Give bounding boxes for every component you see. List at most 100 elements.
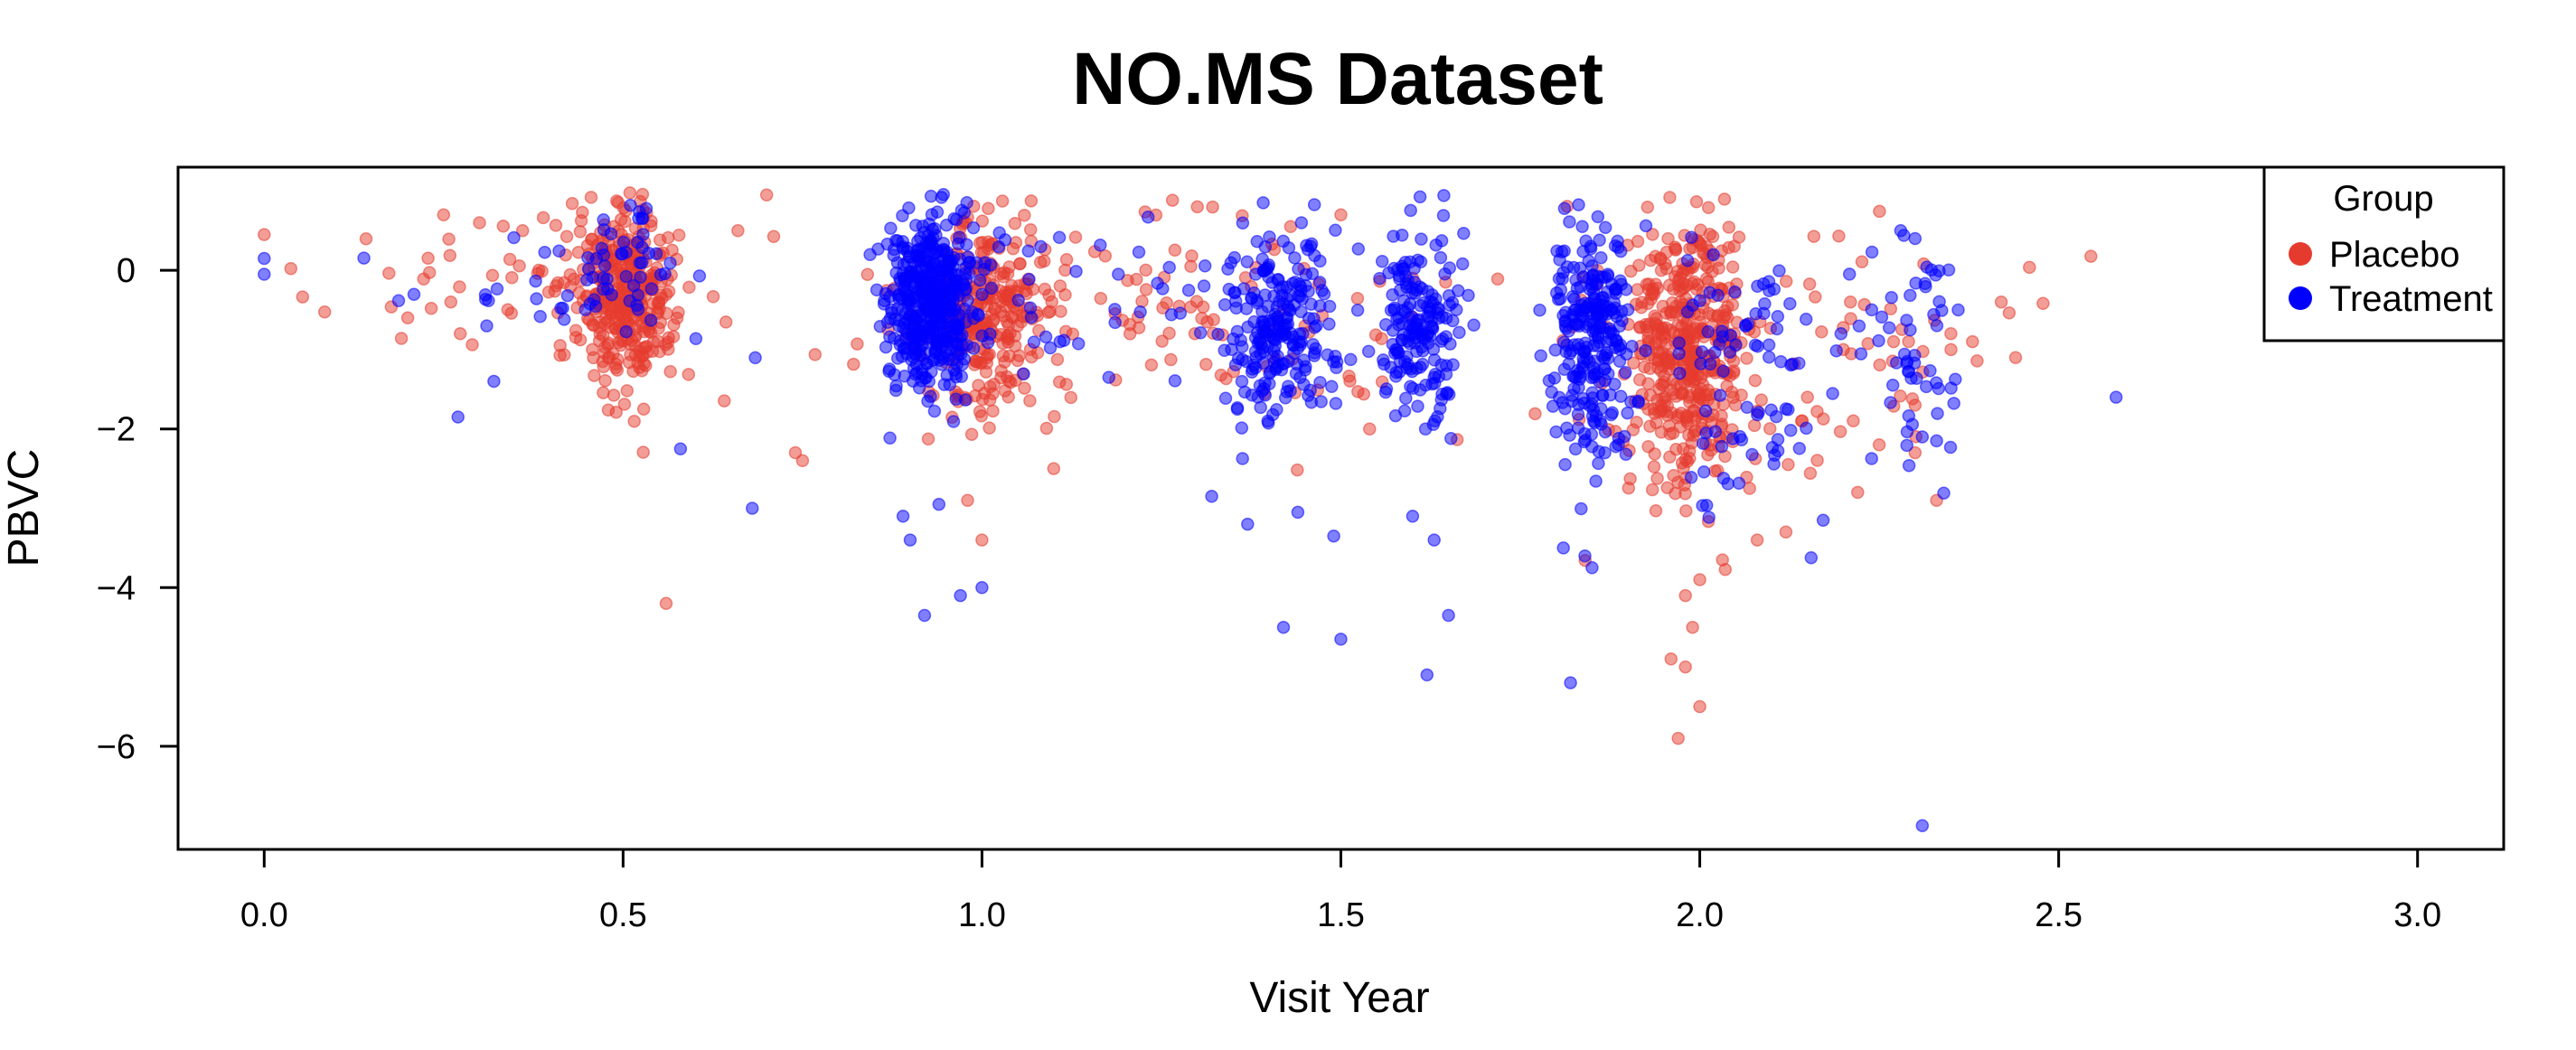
treatment-point bbox=[1406, 286, 1419, 300]
treatment-point bbox=[1398, 256, 1412, 269]
placebo-point bbox=[1701, 201, 1716, 214]
treatment-point bbox=[1173, 306, 1188, 320]
placebo-point bbox=[1045, 295, 1058, 309]
treatment-point bbox=[1931, 407, 1944, 420]
placebo-point bbox=[512, 259, 526, 273]
treatment-point bbox=[1022, 272, 1036, 286]
placebo-point bbox=[1132, 321, 1146, 334]
placebo-point bbox=[998, 384, 1012, 398]
treatment-point bbox=[890, 352, 905, 365]
treatment-point bbox=[1872, 333, 1885, 348]
treatment-point bbox=[966, 342, 981, 355]
placebo-point bbox=[1121, 274, 1134, 287]
treatment-point bbox=[1021, 244, 1036, 258]
treatment-point bbox=[1375, 254, 1389, 268]
treatment-point bbox=[1245, 291, 1259, 305]
placebo-point bbox=[1908, 445, 1923, 460]
treatment-point bbox=[1792, 356, 1806, 370]
treatment-point bbox=[1558, 457, 1572, 472]
treatment-point bbox=[1302, 285, 1315, 298]
treatment-point bbox=[658, 267, 672, 281]
placebo-point bbox=[1633, 320, 1647, 334]
placebo-point bbox=[1011, 353, 1025, 368]
placebo-point bbox=[1694, 370, 1708, 385]
placebo-point bbox=[614, 338, 628, 352]
treatment-point bbox=[1344, 352, 1358, 367]
treatment-point bbox=[1612, 339, 1625, 353]
placebo-point bbox=[1054, 305, 1067, 318]
placebo-point bbox=[1725, 260, 1740, 274]
treatment-point bbox=[1701, 324, 1715, 339]
treatment-point bbox=[1900, 438, 1913, 453]
treatment-point bbox=[1556, 541, 1570, 555]
treatment-point bbox=[1552, 272, 1566, 286]
placebo-point bbox=[394, 332, 409, 345]
treatment-point bbox=[1621, 303, 1635, 316]
treatment-point bbox=[1924, 263, 1939, 277]
treatment-point bbox=[1609, 439, 1622, 454]
treatment-point bbox=[1697, 465, 1711, 479]
treatment-point bbox=[1715, 439, 1729, 454]
placebo-point bbox=[588, 369, 601, 382]
treatment-point bbox=[1904, 288, 1917, 303]
placebo-point bbox=[1641, 377, 1655, 390]
treatment-point bbox=[1467, 318, 1481, 332]
treatment-point bbox=[1414, 255, 1428, 268]
placebo-point bbox=[1703, 227, 1717, 241]
treatment-point bbox=[1291, 505, 1305, 520]
chart-title: NO.MS Dataset bbox=[1072, 38, 1603, 120]
treatment-point bbox=[1437, 189, 1451, 202]
placebo-point bbox=[851, 337, 864, 351]
treatment-point bbox=[1594, 250, 1608, 265]
treatment-point bbox=[1313, 376, 1327, 389]
treatment-point bbox=[936, 258, 951, 272]
treatment-point bbox=[888, 383, 903, 398]
treatment-point bbox=[1236, 352, 1249, 367]
treatment-point bbox=[1399, 391, 1413, 406]
treatment-point bbox=[533, 309, 547, 323]
treatment-point bbox=[1800, 421, 1813, 436]
placebo-point bbox=[1754, 393, 1768, 407]
treatment-point bbox=[490, 282, 504, 296]
placebo-point bbox=[296, 290, 310, 304]
treatment-point bbox=[1745, 447, 1759, 462]
treatment-point bbox=[1321, 348, 1334, 362]
treatment-point bbox=[1752, 406, 1765, 419]
treatment-point bbox=[959, 315, 973, 329]
placebo-point bbox=[1013, 257, 1027, 271]
treatment-point bbox=[1256, 324, 1271, 338]
treatment-point bbox=[595, 241, 609, 256]
placebo-point bbox=[1701, 275, 1716, 289]
placebo-point bbox=[995, 194, 1010, 208]
x-axis-label: Visit Year bbox=[1249, 974, 1429, 1022]
treatment-point bbox=[1588, 416, 1602, 430]
treatment-point bbox=[935, 191, 948, 204]
treatment-point bbox=[1592, 331, 1605, 345]
treatment-point bbox=[932, 497, 946, 511]
placebo-point bbox=[2008, 351, 2023, 364]
treatment-point bbox=[1865, 303, 1879, 317]
placebo-point bbox=[1059, 253, 1074, 267]
treatment-point bbox=[1431, 409, 1444, 424]
treatment-point bbox=[1631, 394, 1645, 408]
treatment-point bbox=[1387, 346, 1402, 361]
y-tick-label: 0 bbox=[117, 252, 136, 290]
treatment-point bbox=[1250, 235, 1264, 248]
treatment-point bbox=[1716, 364, 1730, 379]
treatment-point bbox=[1723, 345, 1737, 359]
treatment-point bbox=[1254, 347, 1267, 361]
treatment-point bbox=[917, 608, 932, 623]
treatment-point bbox=[970, 256, 983, 270]
treatment-point bbox=[1908, 231, 1923, 246]
treatment-point bbox=[1276, 234, 1291, 248]
treatment-point bbox=[1198, 259, 1212, 273]
treatment-point bbox=[1411, 399, 1424, 413]
treatment-point bbox=[1932, 295, 1946, 309]
placebo-point bbox=[1872, 438, 1886, 452]
placebo-point bbox=[961, 493, 974, 507]
placebo-point bbox=[1673, 271, 1687, 285]
placebo-point bbox=[1782, 457, 1795, 472]
placebo-point bbox=[1038, 282, 1052, 296]
